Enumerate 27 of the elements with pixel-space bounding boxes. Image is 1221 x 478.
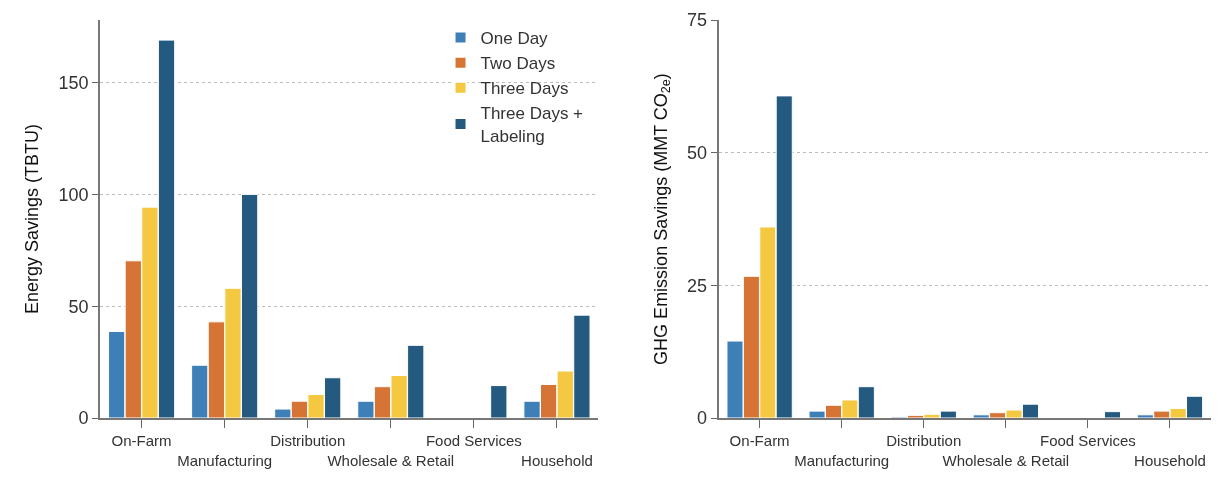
x-tick-label: Distribution xyxy=(270,432,346,449)
x-tick-label: Household xyxy=(1134,451,1206,469)
y-tick-label: 75 xyxy=(686,10,707,31)
x-tick-label: Manufacturing xyxy=(177,451,273,469)
x-tick-label: On-Farm xyxy=(729,432,790,449)
y-tick-label: 50 xyxy=(68,296,89,317)
legend-label: Three Days + Labeling xyxy=(480,104,584,146)
y-tick-label: 50 xyxy=(686,142,707,163)
legend-label: Three Days xyxy=(480,79,569,99)
x-tick-label: Wholesale & Retail xyxy=(327,451,455,469)
x-tick-label: Food Services xyxy=(1039,432,1136,449)
x-tick-label: Distribution xyxy=(886,432,962,449)
x-tick-label: Manufacturing xyxy=(794,451,890,469)
bar xyxy=(490,385,508,418)
y-axis-title: Energy Savings (TBTU) xyxy=(22,123,43,315)
bar xyxy=(1103,411,1122,418)
x-tick-label: Food Services xyxy=(425,432,522,449)
legend-label: One Day xyxy=(480,29,549,49)
y-tick-label: 0 xyxy=(696,408,707,429)
x-tick-label: On-Farm xyxy=(111,432,172,449)
legend-label: Two Days xyxy=(480,54,556,74)
y-tick-label: 25 xyxy=(686,275,707,296)
x-tick-label: Household xyxy=(521,451,593,469)
y-tick-label: 100 xyxy=(58,184,89,205)
y-tick-label: 0 xyxy=(78,408,89,429)
x-tick-label: Wholesale & Retail xyxy=(942,451,1070,469)
y-tick-label: 150 xyxy=(58,72,89,93)
